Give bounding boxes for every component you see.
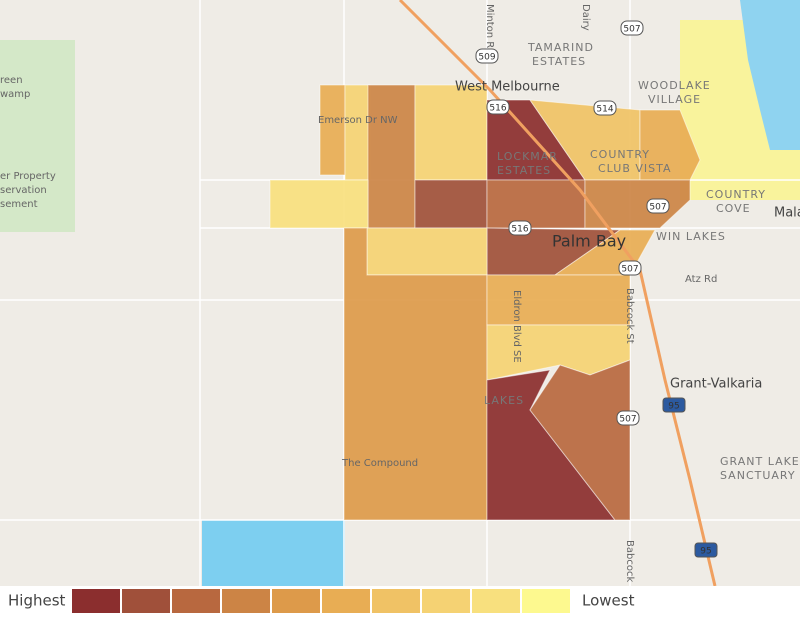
road-shield xyxy=(475,48,499,64)
road-shield-label: 516 xyxy=(511,225,528,235)
road-shield xyxy=(508,220,532,236)
road-label: Dairy xyxy=(580,4,591,31)
road-shield xyxy=(616,410,640,426)
legend-swatch xyxy=(372,589,420,613)
place-label: COVE xyxy=(716,202,751,215)
place-label: Grant-Valkaria xyxy=(670,377,762,392)
region xyxy=(639,109,701,181)
place-label: Palm Bay xyxy=(552,232,626,251)
road-shield-label: 507 xyxy=(623,25,640,35)
legend-swatch xyxy=(522,589,570,613)
place-label: LOCKMAR xyxy=(497,150,558,163)
road-shield xyxy=(618,260,642,276)
road-shield xyxy=(646,198,670,214)
choropleth xyxy=(269,84,701,521)
road-label: Eldron Blvd SE xyxy=(511,290,522,363)
road-shield xyxy=(593,100,617,116)
water xyxy=(202,520,345,586)
place-label: TAMARIND xyxy=(527,41,594,54)
road-shield xyxy=(662,397,686,413)
place-label: WOODLAKE xyxy=(638,79,711,92)
region xyxy=(584,179,691,229)
road-shield-label: 514 xyxy=(596,105,613,115)
place-label: WIN LAKES xyxy=(656,230,726,243)
road-label: Atz Rd xyxy=(685,274,717,285)
region xyxy=(269,179,369,229)
road-shield xyxy=(486,99,510,115)
place-label: servation xyxy=(0,185,47,196)
place-label: GRANT LAKE xyxy=(720,455,800,468)
place-label: ESTATES xyxy=(532,55,586,68)
road-shield xyxy=(694,542,718,558)
region xyxy=(367,84,416,229)
place-label: sement xyxy=(0,199,38,210)
region xyxy=(414,84,488,181)
park xyxy=(0,40,75,232)
region xyxy=(529,359,631,521)
legend-swatch xyxy=(222,589,270,613)
place-label: Mala xyxy=(774,206,800,221)
place-label: ESTATES xyxy=(497,164,551,177)
place-label: The Compound xyxy=(341,458,418,469)
place-label: COUNTRY xyxy=(706,188,766,201)
place-label: reen xyxy=(0,75,23,86)
road-shield-label: 507 xyxy=(619,415,636,425)
road-shield-label: 507 xyxy=(621,265,638,275)
region xyxy=(414,179,488,229)
road-label: Minton Rd xyxy=(484,4,495,55)
road-shield-label: 516 xyxy=(489,104,506,114)
legend-swatch xyxy=(422,589,470,613)
legend-swatch xyxy=(122,589,170,613)
place-label: West Melbourne xyxy=(455,80,560,95)
road-shields: 509 507 516 514 507 516 507 507 95 95 xyxy=(475,20,718,558)
legend xyxy=(72,589,570,613)
legend-high-label: Highest xyxy=(8,592,66,610)
legend-swatch xyxy=(172,589,220,613)
place-label: wamp xyxy=(0,89,30,100)
place-labels: West Melbourne TAMARIND ESTATES WOODLAKE… xyxy=(0,4,800,596)
place-label: er Property xyxy=(0,171,56,182)
road-shield-label: 95 xyxy=(668,402,679,412)
legend-swatch xyxy=(322,589,370,613)
road-shield-label: 509 xyxy=(478,53,495,63)
region xyxy=(486,274,631,326)
road-shield xyxy=(620,20,644,36)
road-shield-label: 95 xyxy=(700,547,711,557)
place-label: COUNTRY xyxy=(590,148,650,161)
legend-swatch xyxy=(472,589,520,613)
legend-swatch xyxy=(72,589,120,613)
place-label: CLUB VISTA xyxy=(598,162,672,175)
place-label: LAKES xyxy=(484,394,524,407)
region xyxy=(366,227,488,276)
legend-swatch xyxy=(272,589,320,613)
water xyxy=(740,0,800,150)
road-shield-label: 507 xyxy=(649,203,666,213)
road-label: Emerson Dr NW xyxy=(318,115,398,126)
region xyxy=(486,179,586,229)
place-label: SANCTUARY xyxy=(720,469,796,482)
region xyxy=(319,84,346,176)
place-label: VILLAGE xyxy=(648,93,701,106)
region xyxy=(344,84,371,181)
road-label: Babcock St xyxy=(624,540,635,596)
legend-low-label: Lowest xyxy=(582,592,635,610)
road-label: Babcock St xyxy=(624,288,635,344)
